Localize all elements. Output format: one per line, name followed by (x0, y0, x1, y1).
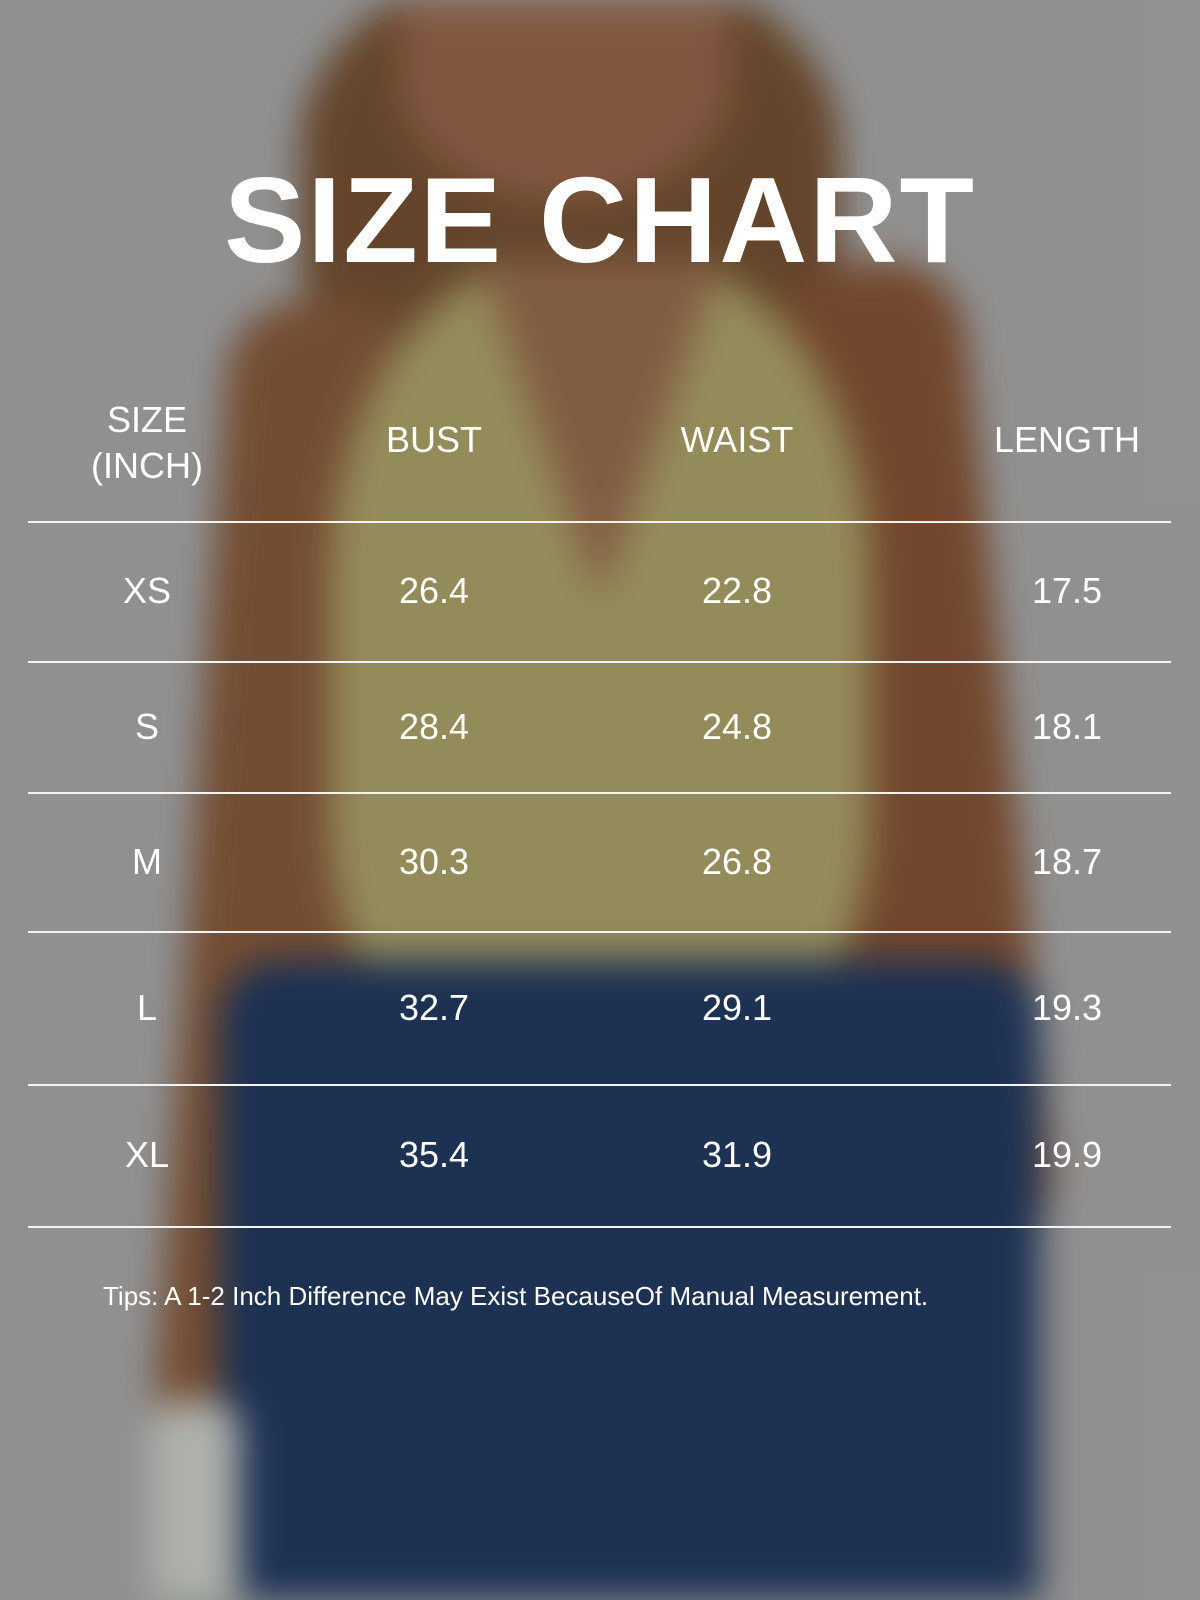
cell-waist: 22.8 (701, 570, 773, 611)
cell-bust: 35.4 (398, 1134, 470, 1175)
cell-length: 19.9 (1031, 1134, 1103, 1175)
cell-size: L (136, 986, 158, 1028)
header-size-line2: (INCH) (91, 445, 203, 486)
cell-length: 18.1 (1031, 705, 1103, 747)
cell-bust: 28.4 (398, 705, 470, 747)
header-bust: BUST (385, 419, 483, 460)
row-divider (28, 931, 1171, 933)
cell-bust: 26.4 (398, 570, 470, 611)
cell-waist: 24.8 (701, 705, 773, 747)
cell-waist: 29.1 (701, 986, 773, 1028)
cell-size: XS (122, 570, 172, 611)
cell-size: M (132, 840, 162, 882)
cell-length: 18.7 (1031, 840, 1103, 882)
header-size: SIZE (INCH) (91, 397, 203, 489)
cell-waist: 26.8 (701, 840, 773, 882)
header-size-line1: SIZE (106, 399, 188, 440)
row-divider (28, 1084, 1171, 1086)
row-divider (28, 792, 1171, 794)
row-divider (28, 521, 1171, 523)
row-divider (28, 661, 1171, 663)
cell-bust: 32.7 (398, 986, 470, 1028)
cell-waist: 31.9 (701, 1134, 773, 1175)
cell-size: XL (124, 1134, 170, 1175)
header-length: LENGTH (993, 419, 1141, 460)
header-waist: WAIST (680, 419, 794, 460)
row-divider (28, 1226, 1171, 1228)
cell-bust: 30.3 (398, 840, 470, 882)
cell-length: 17.5 (1031, 570, 1103, 611)
tips-note: Tips: A 1-2 Inch Difference May Exist Be… (103, 1281, 929, 1311)
page-title: SIZE CHART (224, 152, 976, 288)
cell-size: S (134, 705, 160, 747)
cell-length: 19.3 (1031, 986, 1103, 1028)
